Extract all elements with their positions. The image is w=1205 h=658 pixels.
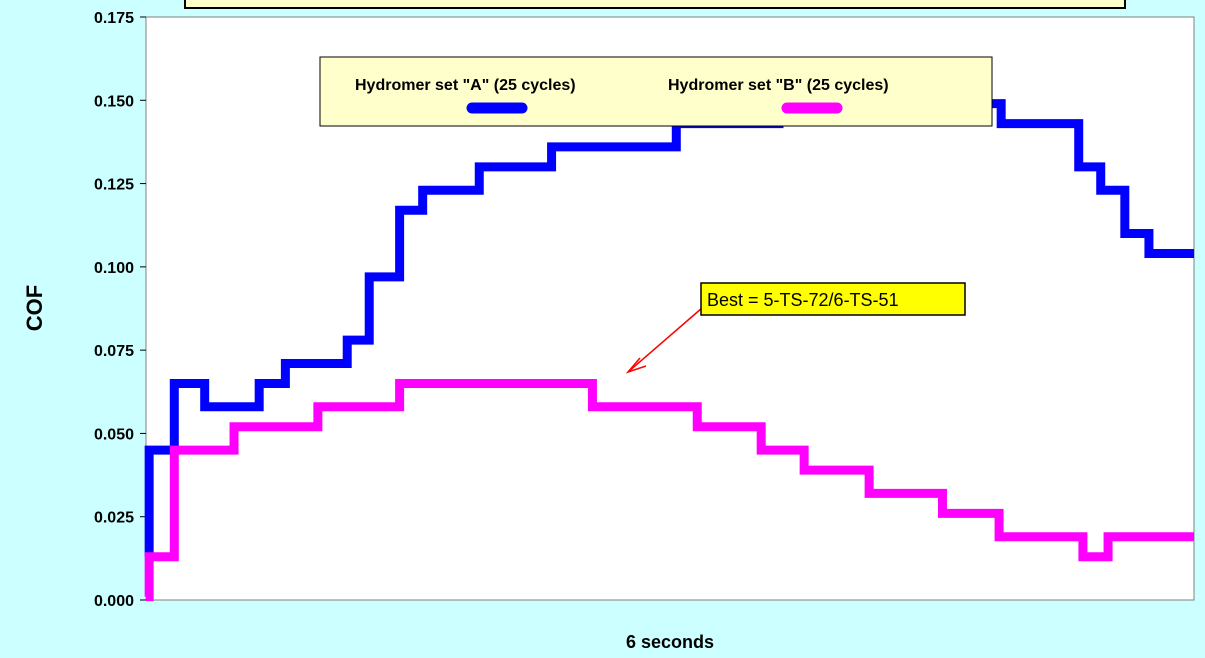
legend: Hydromer set "A" (25 cycles) Hydromer se… <box>319 56 993 127</box>
series-layer <box>144 99 1194 602</box>
annotation-text: Best = 5-TS-72/6-TS-51 <box>707 290 899 310</box>
y-tick-label: 0.100 <box>94 260 134 277</box>
y-tick-label: 0.175 <box>94 10 134 27</box>
top-title-box <box>184 0 1126 9</box>
y-tick-label: 0.000 <box>94 593 134 610</box>
y-axis-ticks: 0.000 0.025 0.050 0.075 0.100 0.125 0.150 0.175 <box>94 10 146 610</box>
annotation: Best = 5-TS-72/6-TS-51 <box>625 282 966 374</box>
series-line-b <box>144 378 1194 602</box>
annotation-box <box>700 282 966 316</box>
x-axis-label: 6 seconds <box>626 632 714 652</box>
series-line-a <box>144 99 1194 562</box>
legend-label-a: Hydromer set "A" (25 cycles) <box>355 77 576 94</box>
legend-box <box>319 56 993 127</box>
y-tick-label: 0.050 <box>94 426 134 443</box>
y-tick-label: 0.125 <box>94 177 134 194</box>
y-tick-label: 0.150 <box>94 93 134 110</box>
y-axis-label: COF <box>22 285 47 331</box>
legend-label-b: Hydromer set "B" (25 cycles) <box>668 77 889 94</box>
annotation-arrow-shaft <box>627 307 703 373</box>
y-tick-label: 0.075 <box>94 343 134 360</box>
annotation-arrowhead <box>625 357 647 374</box>
y-tick-label: 0.025 <box>94 510 134 527</box>
